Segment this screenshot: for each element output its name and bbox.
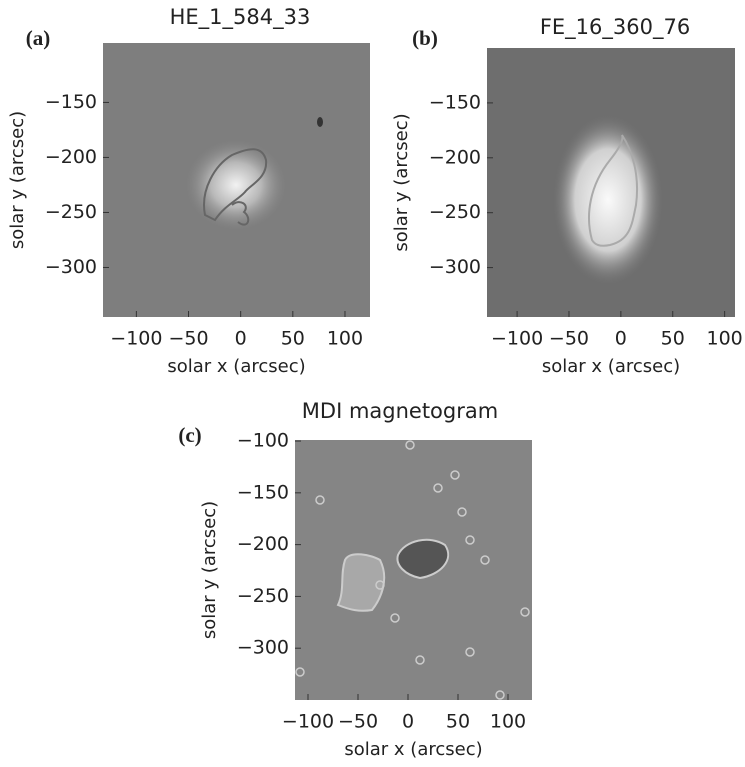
- contour: [231, 201, 250, 226]
- contour: [405, 440, 415, 450]
- contour: [415, 655, 425, 665]
- y-tick-label: −200: [45, 146, 97, 168]
- y-tick-label: −200: [429, 146, 481, 168]
- contour: [203, 148, 268, 222]
- contour: [465, 535, 475, 545]
- contour: [336, 553, 386, 612]
- contour: [480, 555, 490, 565]
- x-tick-label: 0: [235, 328, 247, 350]
- x-tick-label: −50: [168, 328, 208, 350]
- y-tick-label: −250: [429, 201, 481, 223]
- contour: [433, 483, 443, 493]
- contour: [588, 134, 638, 247]
- y-axis-label: solar y (arcsec): [391, 113, 412, 251]
- y-tick-label: −150: [237, 481, 289, 503]
- x-tick-label: 50: [281, 328, 305, 350]
- contour: [520, 607, 530, 617]
- y-axis-label: solar y (arcsec): [199, 501, 220, 639]
- contour: [495, 690, 505, 700]
- blob: [186, 140, 286, 230]
- y-tick-label: −100: [237, 430, 289, 452]
- contour: [396, 538, 450, 580]
- x-tick-label: 0: [402, 711, 414, 733]
- y-tick-label: −150: [429, 91, 481, 113]
- panel-label: (b): [412, 26, 438, 50]
- x-tick-label: 100: [327, 328, 363, 350]
- y-tick-label: −300: [45, 256, 97, 278]
- y-tick-label: −300: [429, 256, 481, 278]
- y-tick-label: −300: [237, 637, 289, 659]
- contour: [295, 667, 305, 677]
- y-tick-label: −200: [237, 533, 289, 555]
- x-tick-label: 50: [661, 328, 685, 350]
- y-tick-label: −150: [45, 91, 97, 113]
- chart-title: HE_1_584_33: [170, 5, 311, 30]
- contour: [457, 507, 467, 517]
- x-tick-label: −100: [491, 328, 543, 350]
- contour: [450, 470, 460, 480]
- chart-title: MDI magnetogram: [302, 399, 498, 423]
- blob: [553, 115, 663, 285]
- y-axis-label: solar y (arcsec): [7, 111, 28, 249]
- y-tick-label: −250: [45, 201, 97, 223]
- x-axis-label: solar x (arcsec): [542, 356, 680, 377]
- contour: [315, 495, 325, 505]
- x-tick-label: −50: [549, 328, 589, 350]
- spot: [317, 117, 323, 127]
- x-tick-label: 100: [490, 711, 526, 733]
- contour: [390, 613, 400, 623]
- x-axis-label: solar x (arcsec): [344, 739, 482, 760]
- panel-label: (c): [178, 423, 201, 447]
- chart-title: FE_16_360_76: [540, 15, 690, 40]
- panel-label: (a): [26, 26, 51, 50]
- contour: [465, 647, 475, 657]
- x-axis-label: solar x (arcsec): [167, 356, 305, 377]
- y-tick-label: −250: [237, 585, 289, 607]
- x-tick-label: −100: [110, 328, 162, 350]
- contour: [375, 580, 385, 590]
- x-tick-label: −100: [282, 711, 334, 733]
- x-tick-label: 50: [446, 711, 470, 733]
- x-tick-label: −50: [338, 711, 378, 733]
- x-tick-label: 100: [706, 328, 742, 350]
- x-tick-label: 0: [615, 328, 627, 350]
